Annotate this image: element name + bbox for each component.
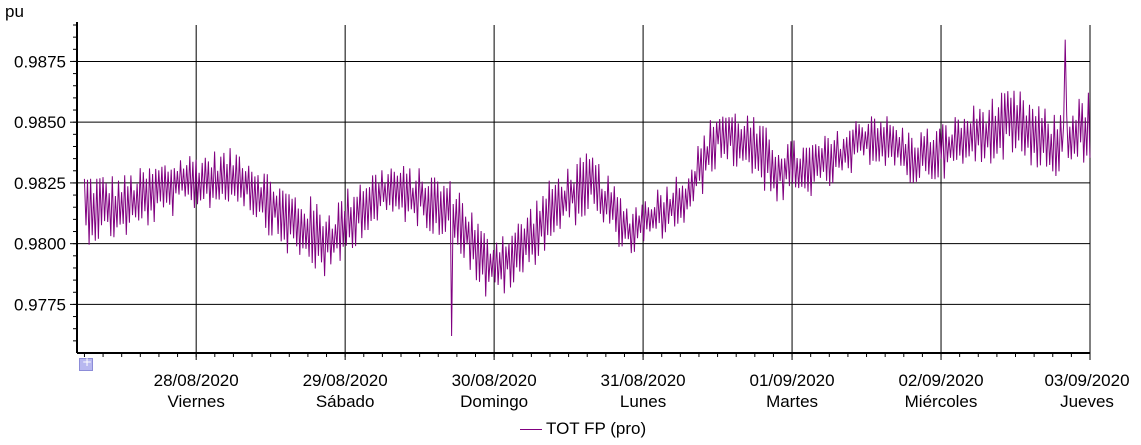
x-tick-date-label: 30/08/2020 (452, 371, 537, 390)
y-axis-unit-label: pu (5, 2, 24, 21)
series-group (83, 39, 1091, 337)
y-axis-tick-labels: 0.9775 0.9800 0.9825 0.9850 0.9875 (14, 24, 77, 342)
x-tick-date-label: 28/08/2020 (154, 371, 239, 390)
y-tick-label: 0.9775 (14, 295, 66, 314)
x-tick-date-label: 01/09/2020 (750, 371, 835, 390)
x-tick-weekday-label: Lunes (620, 392, 666, 411)
y-tick-label: 0.9850 (14, 113, 66, 132)
legend-line-swatch (520, 428, 542, 430)
y-tick-label: 0.9825 (14, 174, 66, 193)
x-tick-date-label: 03/09/2020 (1044, 371, 1129, 390)
x-tick-date-label: 31/08/2020 (601, 371, 686, 390)
x-tick-weekday-label: Jueves (1060, 392, 1114, 411)
y-tick-label: 0.9800 (14, 235, 66, 254)
legend: TOT FP (pro) (520, 418, 646, 440)
y-tick-label: 0.9875 (14, 52, 66, 71)
x-tick-weekday-label: Martes (766, 392, 818, 411)
x-tick-weekday-label: Sábado (316, 392, 375, 411)
x-tick-weekday-label: Viernes (168, 392, 225, 411)
legend-series-label: TOT FP (pro) (546, 419, 647, 438)
x-axis-tick-labels: 28/08/2020 Viernes 29/08/2020 Sábado 30/08/2… (83, 353, 1130, 411)
x-tick-date-label: 29/08/2020 (303, 371, 388, 390)
x-tick-date-label: 02/09/2020 (898, 371, 983, 390)
x-tick-weekday-label: Miércoles (905, 392, 978, 411)
plot-frame (76, 22, 1090, 354)
grid-lines (77, 25, 1091, 353)
zoom-reset-icon[interactable] (79, 355, 93, 371)
series-line-tot-fp (83, 39, 1091, 337)
x-tick-weekday-label: Domingo (460, 392, 528, 411)
